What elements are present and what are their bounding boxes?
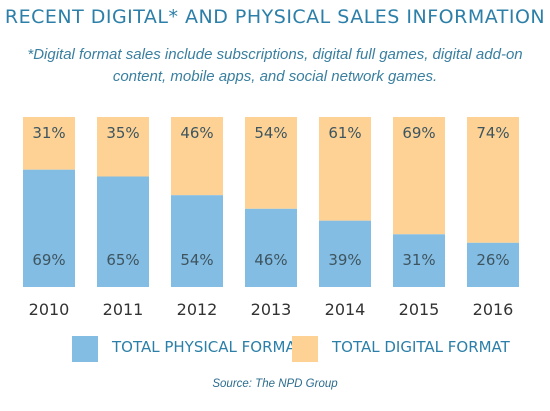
value-label-physical-2015: 31%	[402, 251, 435, 269]
value-label-digital-2012: 46%	[180, 124, 213, 142]
value-label-physical-2013: 46%	[254, 251, 287, 269]
value-label-digital-2011: 35%	[106, 124, 139, 142]
chart-title: RECENT DIGITAL* AND PHYSICAL SALES INFOR…	[4, 6, 546, 28]
x-tick-label-2015: 2015	[399, 300, 440, 319]
value-label-digital-2015: 69%	[402, 124, 435, 142]
value-label-physical-2014: 39%	[328, 251, 361, 269]
bar-digital-2016	[467, 117, 519, 243]
value-label-digital-2016: 74%	[476, 124, 509, 142]
bars-group	[23, 117, 519, 287]
x-tick-label-2013: 2013	[251, 300, 292, 319]
value-labels-group: 31% 69% 35% 65% 46% 54% 54% 46% 61% 39% 69% 31% 74% 2…	[32, 124, 509, 269]
value-label-physical-2010: 69%	[32, 251, 65, 269]
value-label-physical-2011: 65%	[106, 251, 139, 269]
bar-physical-2014	[319, 220, 371, 287]
chart-subtitle: *Digital format sales include subscripti…	[27, 46, 523, 85]
bar-digital-2010	[23, 117, 75, 170]
x-tick-labels-group: 2010 2011 2012 2013 2014 2015 2016	[29, 300, 514, 319]
bar-physical-2011	[97, 176, 149, 287]
bar-physical-2012	[171, 195, 223, 287]
x-tick-label-2016: 2016	[473, 300, 514, 319]
value-label-physical-2012: 54%	[180, 251, 213, 269]
stacked-bar-chart: 31% 69% 35% 65% 46% 54% 54% 46% 61% 39% 69% 31% 74% 2…	[23, 117, 519, 319]
value-label-physical-2016: 26%	[476, 251, 509, 269]
x-tick-label-2014: 2014	[325, 300, 366, 319]
bar-physical-2015	[393, 234, 445, 287]
bar-physical-2016	[467, 242, 519, 287]
bar-digital-2013	[245, 117, 297, 209]
bar-digital-2012	[171, 117, 223, 196]
value-label-digital-2014: 61%	[328, 124, 361, 142]
x-tick-label-2012: 2012	[177, 300, 218, 319]
legend: TOTAL PHYSICAL FORMAT TOTAL DIGITAL FORM…	[0, 336, 550, 362]
legend-label-digital: TOTAL DIGITAL FORMAT	[332, 338, 510, 356]
bar-digital-2011	[97, 117, 149, 177]
legend-swatch-physical	[72, 336, 98, 362]
value-label-digital-2013: 54%	[254, 124, 287, 142]
x-tick-label-2010: 2010	[29, 300, 70, 319]
bar-digital-2015	[393, 117, 445, 235]
bar-digital-2014	[319, 117, 371, 221]
chart-source: Source: The NPD Group	[212, 378, 338, 390]
value-label-digital-2010: 31%	[32, 124, 65, 142]
bar-physical-2010	[23, 169, 75, 287]
legend-swatch-digital	[292, 336, 318, 362]
x-tick-label-2011: 2011	[103, 300, 144, 319]
legend-label-physical: TOTAL PHYSICAL FORMAT	[112, 338, 304, 356]
bar-physical-2013	[245, 208, 297, 287]
